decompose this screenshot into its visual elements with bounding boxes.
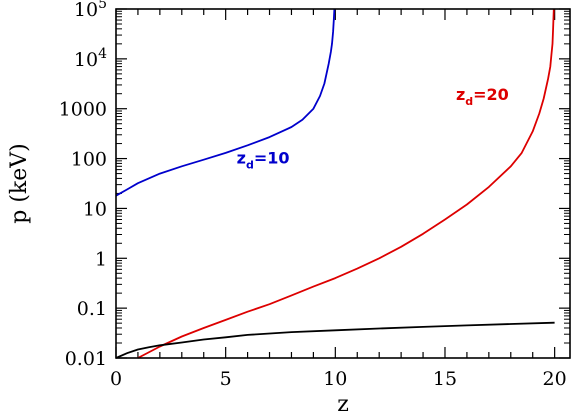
y-tick-label: 0.01 xyxy=(65,348,107,370)
y-tick-label: 1 xyxy=(95,248,107,270)
y-tick-label: 105 xyxy=(74,0,107,21)
curve-annotation: zd=20 xyxy=(456,85,509,108)
annotations: zd=10 zd=20 xyxy=(237,85,509,171)
x-tick-label: 10 xyxy=(323,368,347,390)
y-tick-label: 10 xyxy=(83,198,107,220)
series-line-0 xyxy=(115,8,336,197)
curve-annotation: zd=10 xyxy=(237,148,290,171)
series-line-1 xyxy=(137,8,555,359)
x-tick-label: 15 xyxy=(433,368,457,390)
x-tick-label: 20 xyxy=(543,368,567,390)
x-tick-label: 0 xyxy=(110,368,122,390)
x-tick-label: 5 xyxy=(220,368,232,390)
series-lines xyxy=(115,8,555,359)
tick-marks xyxy=(115,8,570,359)
x-axis-title: z xyxy=(337,392,349,414)
tick-labels: 0 5 10 15 20 0.01 0.1 1 10 100 1000 104 105 xyxy=(59,0,567,390)
y-axis-title: p (keV) xyxy=(7,143,32,223)
y-tick-label: 104 xyxy=(74,46,107,71)
y-tick-label: 0.1 xyxy=(77,298,107,320)
plot-frame xyxy=(115,8,571,359)
series-line-2 xyxy=(115,321,555,359)
y-tick-label: 100 xyxy=(71,149,107,171)
y-tick-label: 1000 xyxy=(59,99,107,121)
